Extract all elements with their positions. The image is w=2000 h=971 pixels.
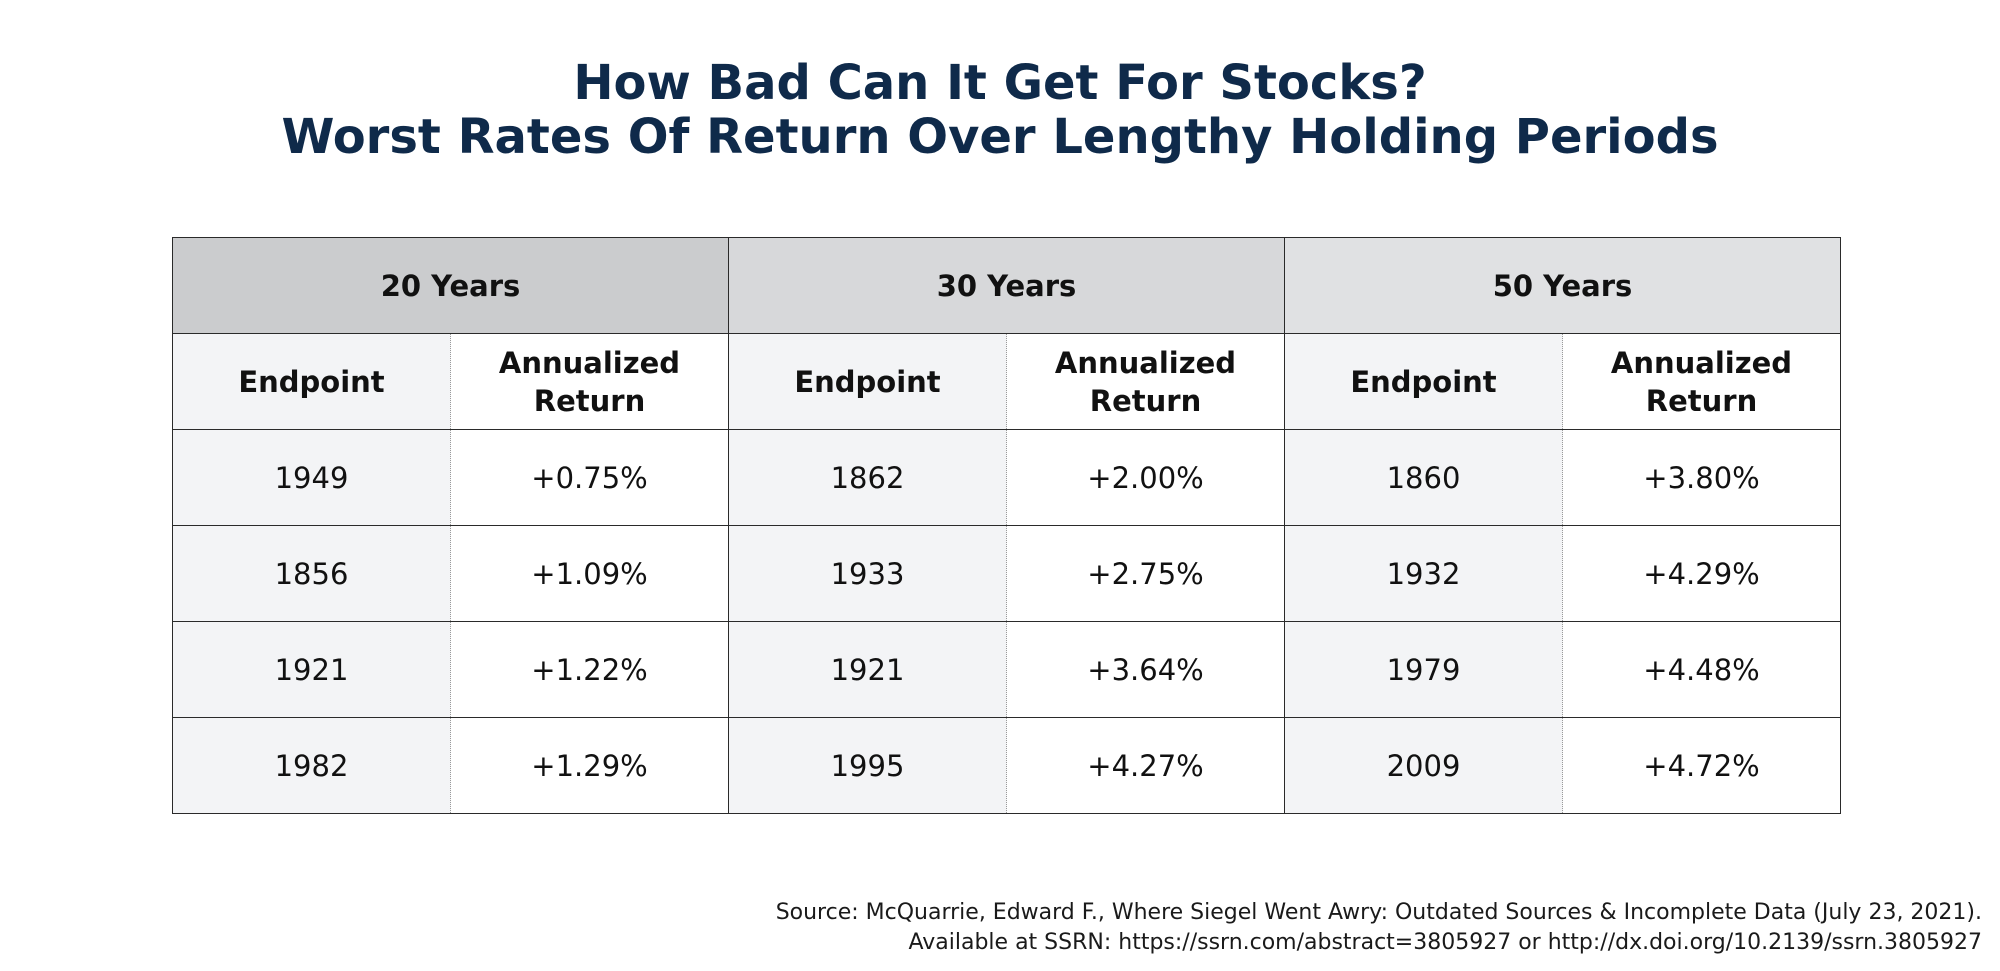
column-header-return-line: Return (1089, 383, 1202, 418)
return-cell: +3.64% (1006, 621, 1285, 718)
column-header-annualized-line: Annualized (1054, 345, 1237, 380)
table-row: 1921 +1.22% 1921 +3.64% 1979 +4.48% (172, 621, 1841, 718)
source-line-2: Available at SSRN: https://ssrn.com/abst… (908, 930, 1983, 955)
group-header-row: 20 Years 30 Years 50 Years (172, 237, 1841, 334)
endpoint-cell: 1995 (728, 717, 1007, 814)
column-header-return-line: Return (533, 383, 646, 418)
return-cell: +2.75% (1006, 525, 1285, 622)
return-cell: +1.22% (450, 621, 729, 718)
title-line-1: How Bad Can It Get For Stocks? (573, 55, 1427, 111)
column-header-annualized-return: Annualized Return (1006, 333, 1285, 430)
returns-table: 20 Years 30 Years 50 Years Endpoint Annu… (172, 237, 1841, 814)
endpoint-cell: 1949 (172, 429, 451, 526)
column-header-annualized-line: Annualized (498, 345, 681, 380)
return-cell: +2.00% (1006, 429, 1285, 526)
column-header-endpoint: Endpoint (172, 333, 451, 430)
title-line-2: Worst Rates Of Return Over Lengthy Holdi… (281, 109, 1719, 165)
column-header-row: Endpoint Annualized Return Endpoint Annu… (172, 333, 1841, 430)
column-header-annualized-line: Annualized (1610, 345, 1793, 380)
endpoint-cell: 2009 (1284, 717, 1563, 814)
endpoint-cell: 1856 (172, 525, 451, 622)
table-row: 1856 +1.09% 1933 +2.75% 1932 +4.29% (172, 525, 1841, 622)
table-row: 1949 +0.75% 1862 +2.00% 1860 +3.80% (172, 429, 1841, 526)
return-cell: +1.29% (450, 717, 729, 814)
endpoint-cell: 1921 (172, 621, 451, 718)
group-header-20-years: 20 Years (172, 237, 729, 334)
endpoint-cell: 1932 (1284, 525, 1563, 622)
table-row: 1982 +1.29% 1995 +4.27% 2009 +4.72% (172, 717, 1841, 814)
source-line-1: Source: McQuarrie, Edward F., Where Sieg… (775, 900, 1982, 925)
chart-title: How Bad Can It Get For Stocks? Worst Rat… (0, 56, 2000, 164)
return-cell: +4.72% (1562, 717, 1841, 814)
column-header-return-line: Return (1645, 383, 1758, 418)
endpoint-cell: 1921 (728, 621, 1007, 718)
return-cell: +4.48% (1562, 621, 1841, 718)
column-header-annualized-return: Annualized Return (1562, 333, 1841, 430)
return-cell: +3.80% (1562, 429, 1841, 526)
column-header-annualized-return: Annualized Return (450, 333, 729, 430)
column-header-endpoint: Endpoint (728, 333, 1007, 430)
group-header-50-years: 50 Years (1284, 237, 1841, 334)
column-header-endpoint: Endpoint (1284, 333, 1563, 430)
group-header-30-years: 30 Years (728, 237, 1285, 334)
return-cell: +4.27% (1006, 717, 1285, 814)
endpoint-cell: 1982 (172, 717, 451, 814)
endpoint-cell: 1862 (728, 429, 1007, 526)
endpoint-cell: 1860 (1284, 429, 1563, 526)
return-cell: +0.75% (450, 429, 729, 526)
return-cell: +1.09% (450, 525, 729, 622)
source-note: Source: McQuarrie, Edward F., Where Sieg… (776, 898, 1982, 958)
endpoint-cell: 1979 (1284, 621, 1563, 718)
return-cell: +4.29% (1562, 525, 1841, 622)
endpoint-cell: 1933 (728, 525, 1007, 622)
